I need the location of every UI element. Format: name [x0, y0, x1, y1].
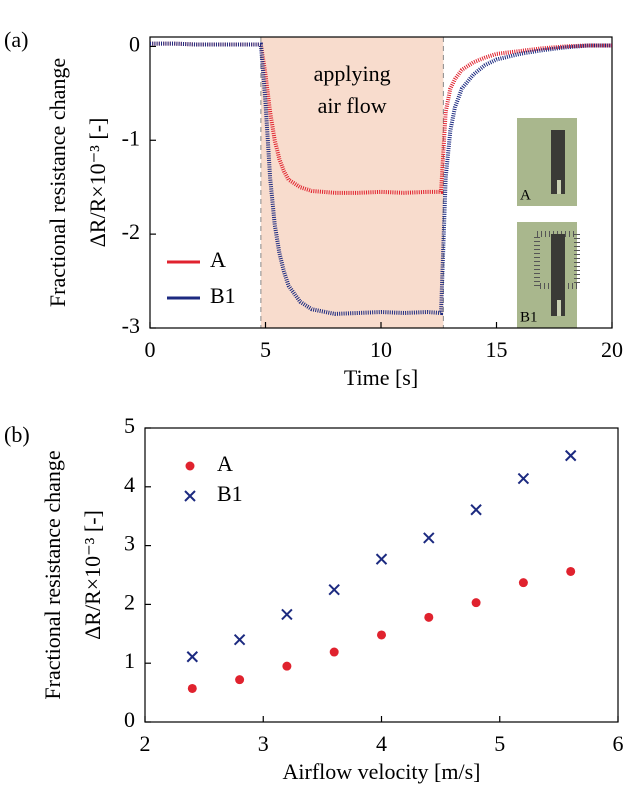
data-point	[517, 472, 530, 485]
y-tick-label: 2	[124, 589, 135, 614]
inset-image	[517, 222, 577, 328]
plot-frame	[144, 427, 619, 723]
y-axis-label: ΔR/R×10⁻³ [-]	[85, 118, 110, 248]
x-tick-label: 0	[145, 337, 156, 362]
y-tick-label: 4	[124, 472, 135, 497]
data-point	[187, 683, 197, 693]
data-point	[564, 449, 577, 462]
data-point	[518, 578, 528, 588]
data-point	[377, 630, 386, 640]
data-line	[150, 41, 612, 316]
x-tick-label: 2	[140, 731, 151, 756]
inset-image	[551, 130, 565, 194]
panel-label: (b)	[4, 422, 30, 447]
annotation: air flow	[318, 93, 387, 118]
inset-image	[517, 118, 577, 206]
x-tick-label: 10	[370, 337, 392, 362]
legend-label: A	[217, 451, 233, 476]
x-tick-label: 15	[486, 337, 508, 362]
y-tick-label: 0	[129, 31, 140, 56]
y-tick-label: 1	[124, 648, 135, 673]
y-tick-label: -3	[122, 313, 140, 338]
legend-label: B1	[210, 283, 236, 308]
data-point	[281, 608, 293, 621]
x-axis-label: Airflow velocity [m/s]	[283, 759, 481, 784]
inset-image	[551, 234, 565, 316]
data-point	[424, 612, 434, 622]
y-tick-label: 5	[124, 413, 135, 438]
x-tick-label: 5	[260, 337, 271, 362]
data-point	[329, 647, 339, 657]
y-tick-label: -2	[122, 219, 140, 244]
y-tick-label: -1	[122, 125, 140, 150]
data-point	[233, 633, 246, 646]
data-point	[186, 651, 199, 663]
legend-label: A	[210, 247, 226, 272]
legend-swatch	[184, 490, 196, 502]
data-point	[328, 583, 340, 596]
x-tick-label: 6	[613, 731, 624, 756]
data-point	[375, 553, 388, 565]
insets: A B1	[517, 118, 580, 328]
data-point	[471, 598, 481, 608]
data-point	[566, 566, 576, 576]
inset-image	[557, 180, 561, 194]
x-tick-label: 5	[494, 731, 505, 756]
y-axis-label: ΔR/R×10⁻³ [-]	[80, 510, 105, 640]
legend-label: B1	[217, 481, 243, 506]
legend-swatch	[185, 461, 195, 471]
data-point	[282, 661, 292, 671]
data-point	[423, 532, 435, 544]
y-tick-label: 0	[124, 707, 135, 732]
annotation: applying	[314, 61, 391, 86]
inset-image	[557, 300, 561, 316]
x-axis-label: Time [s]	[344, 365, 418, 390]
y-tick-label: 3	[124, 531, 135, 556]
panel-label: (a)	[4, 27, 28, 52]
y-axis-label: Fractional resistance change	[45, 58, 70, 307]
data-point	[470, 504, 482, 516]
x-tick-label: 3	[258, 731, 269, 756]
inset-label: B1	[520, 309, 538, 325]
inset-label: A	[520, 187, 531, 203]
y-axis-label: Fractional resistance change	[40, 450, 65, 699]
data-point	[235, 675, 245, 685]
x-tick-label: 20	[601, 337, 623, 362]
x-tick-label: 4	[376, 731, 387, 756]
